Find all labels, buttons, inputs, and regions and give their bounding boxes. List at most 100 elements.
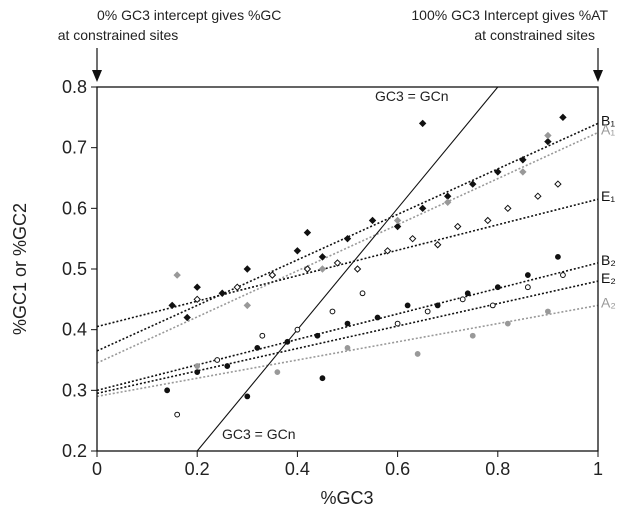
point — [494, 284, 501, 291]
point — [484, 216, 492, 225]
point — [243, 265, 252, 273]
point — [469, 332, 476, 339]
fit-line — [196, 87, 499, 451]
arrow-head — [593, 70, 603, 82]
point — [559, 113, 567, 122]
point — [489, 302, 496, 309]
plot-area — [97, 87, 598, 451]
annotation: GC3 = GCn — [222, 426, 296, 442]
point — [359, 290, 366, 297]
point — [368, 216, 377, 225]
point — [408, 234, 417, 243]
point — [254, 344, 261, 351]
point — [243, 301, 252, 310]
annotation: 100% GC3 Intercept gives %AT — [411, 7, 608, 23]
point — [329, 308, 336, 315]
point — [164, 387, 171, 394]
point — [294, 326, 301, 333]
point — [168, 301, 176, 310]
point — [524, 284, 531, 291]
x-tick-label: 0.6 — [385, 459, 410, 479]
y-tick-label: 0.4 — [62, 320, 87, 340]
point — [393, 222, 402, 231]
point — [259, 332, 266, 339]
point — [224, 363, 231, 369]
point — [268, 271, 277, 279]
line-label: E₂ — [601, 270, 616, 286]
x-tick-label: 0 — [92, 459, 102, 479]
point — [194, 369, 201, 376]
line-label: E₁ — [601, 188, 615, 204]
point — [233, 283, 241, 291]
point — [469, 180, 477, 188]
point — [383, 247, 392, 255]
point — [353, 265, 362, 273]
point — [555, 253, 561, 260]
point — [218, 289, 226, 297]
point — [414, 351, 421, 357]
fit-line — [97, 131, 598, 364]
annotation: at constrained sites — [58, 27, 179, 43]
line-label: B₂ — [601, 252, 616, 268]
y-tick-label: 0.2 — [62, 441, 87, 461]
point — [344, 344, 351, 351]
point — [404, 302, 411, 309]
y-tick-label: 0.7 — [62, 138, 87, 158]
point — [374, 314, 381, 321]
point — [293, 247, 302, 255]
point — [454, 222, 462, 231]
y-tick-label: 0.6 — [62, 198, 87, 218]
point — [193, 283, 201, 291]
line-label: B₁ — [601, 112, 615, 128]
point — [464, 290, 471, 297]
point — [284, 338, 291, 345]
x-axis-label: %GC3 — [320, 488, 373, 508]
fit-line — [97, 280, 598, 395]
point — [560, 272, 566, 278]
point — [524, 272, 531, 278]
line-label: A₁ — [601, 122, 615, 138]
fit-line — [97, 304, 598, 398]
annotation: 0% GC3 intercept gives %GC — [97, 7, 281, 23]
point — [344, 320, 351, 327]
point — [174, 411, 181, 418]
point — [433, 241, 442, 249]
point — [303, 265, 312, 273]
point — [318, 253, 327, 261]
x-tick-label: 0.8 — [485, 459, 510, 479]
y-tick-label: 0.8 — [62, 77, 87, 97]
point — [519, 168, 527, 176]
point — [343, 234, 352, 243]
annotation: GC3 = GCn — [375, 88, 449, 104]
point — [173, 271, 181, 279]
point — [534, 192, 542, 200]
point — [459, 296, 466, 303]
point — [318, 265, 327, 273]
point — [434, 302, 441, 309]
x-tick-label: 1 — [593, 459, 603, 479]
point — [333, 259, 342, 267]
point — [319, 375, 326, 382]
y-tick-label: 0.5 — [62, 259, 87, 279]
x-tick-label: 0.4 — [285, 459, 310, 479]
line-label: A₂ — [601, 294, 616, 310]
point — [504, 204, 512, 213]
y-axis-label: %GC1 or %GC2 — [10, 203, 30, 335]
point — [544, 131, 552, 140]
x-tick-label: 0.2 — [185, 459, 210, 479]
fit-line — [97, 262, 598, 392]
point — [183, 313, 191, 322]
point — [244, 393, 251, 400]
point — [519, 156, 527, 164]
point — [504, 320, 511, 327]
point — [545, 308, 551, 315]
y-tick-label: 0.3 — [62, 380, 87, 400]
point — [394, 320, 401, 327]
point — [443, 192, 452, 200]
point — [193, 295, 201, 304]
annotation: at constrained sites — [474, 27, 595, 43]
point — [393, 216, 402, 225]
point — [214, 357, 221, 363]
point — [554, 180, 562, 188]
point — [418, 119, 427, 128]
